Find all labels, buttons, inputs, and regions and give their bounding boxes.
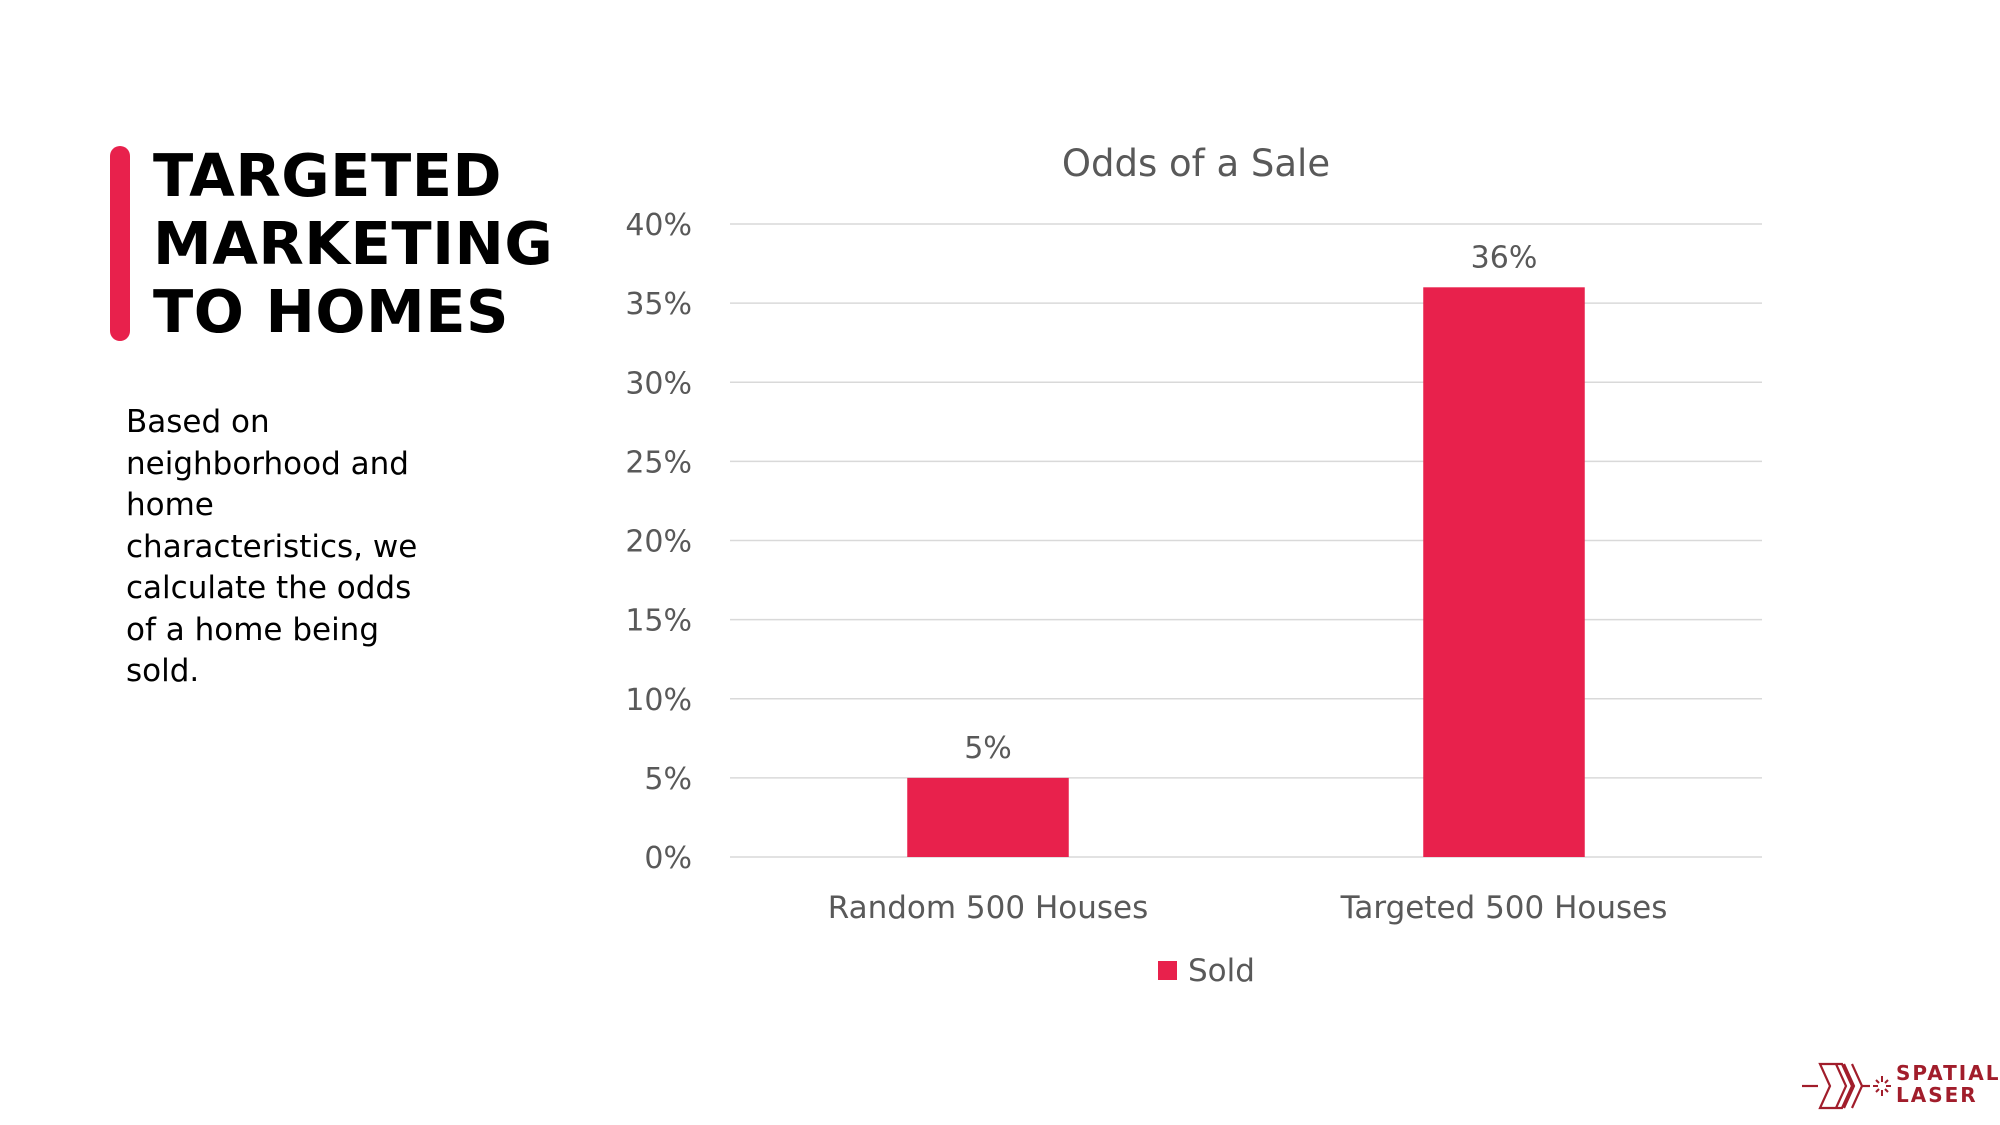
y-tick-label: 30% [625, 366, 692, 401]
bar-data-label: 36% [1471, 240, 1538, 275]
slide-description: Based on neighborhood and home character… [126, 402, 466, 693]
y-tick-label: 35% [625, 287, 692, 322]
slide-title-line: TO HOMES [153, 277, 509, 346]
slide-title-line: TARGETED [153, 141, 503, 210]
y-tick-label: 20% [625, 525, 692, 560]
x-category-label: Targeted 500 Houses [1340, 890, 1668, 926]
chevron-arrows-icon [1802, 1062, 1891, 1110]
chart-title: Odds of a Sale [1062, 142, 1330, 185]
chart-bars: 5% 36% [907, 240, 1585, 857]
y-tick-label: 0% [644, 841, 692, 876]
chart-y-axis: 0% 5% 10% 15% 20% 25% 30% 35% 40% [625, 208, 692, 876]
description-line: sold. [126, 653, 200, 689]
bar [1423, 287, 1585, 857]
legend-swatch [1158, 961, 1177, 980]
title-accent-bar [110, 146, 130, 341]
logo-text-line: LASER [1896, 1083, 1978, 1107]
y-tick-label: 10% [625, 683, 692, 718]
spatial-laser-logo: SPATIAL LASER [1800, 1058, 1998, 1114]
description-line: home [126, 487, 214, 523]
description-line: neighborhood and [126, 445, 409, 482]
slide-title: TARGETED MARKETING TO HOMES [153, 142, 573, 346]
chart-x-axis: Random 500 Houses Targeted 500 Houses [828, 890, 1668, 926]
y-tick-label: 40% [625, 208, 692, 243]
bar-data-label: 5% [964, 731, 1012, 766]
slide-title-line: MARKETING [153, 209, 554, 278]
chart-gridlines [730, 223, 1762, 858]
y-tick-label: 15% [625, 604, 692, 639]
logo-text-line: SPATIAL [1896, 1061, 2000, 1085]
legend-label: Sold [1188, 953, 1255, 989]
y-tick-label: 25% [625, 445, 692, 480]
chart-legend: Sold [1158, 953, 1255, 989]
x-category-label: Random 500 Houses [828, 890, 1149, 926]
logo-wordmark: SPATIAL LASER [1896, 1062, 2000, 1106]
description-line: characteristics, we [126, 528, 418, 565]
description-line: Based on [126, 404, 270, 440]
description-line: calculate the odds [126, 570, 412, 606]
bar [907, 777, 1069, 857]
y-tick-label: 5% [644, 762, 692, 797]
description-line: of a home being [126, 611, 380, 648]
